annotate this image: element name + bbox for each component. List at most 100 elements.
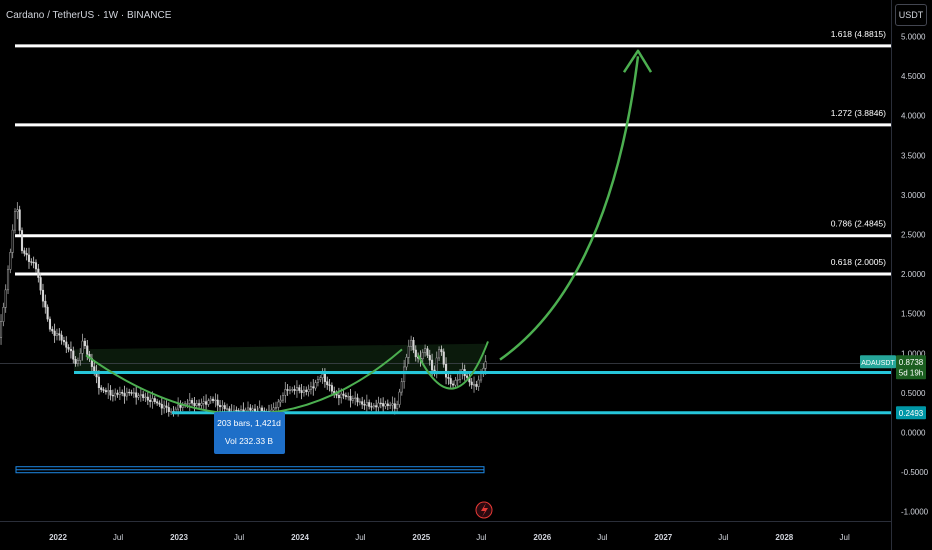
- candle-body: [48, 318, 52, 330]
- candle-body: [424, 348, 427, 353]
- y-tick-label: 4.5000: [901, 72, 926, 81]
- candle-body: [46, 306, 49, 320]
- candle-body: [377, 402, 380, 408]
- candle-body: [104, 390, 107, 393]
- x-tick-label: Jul: [355, 533, 365, 542]
- candle-body: [191, 400, 194, 404]
- candle-body: [209, 398, 212, 401]
- candle-body: [363, 404, 366, 406]
- candle-body: [396, 404, 399, 409]
- candle-body: [132, 392, 135, 394]
- x-tick-label: 2028: [775, 533, 793, 542]
- price-badge: [896, 355, 926, 380]
- candle-body: [475, 384, 478, 387]
- candle-body: [288, 389, 292, 391]
- ticker-badge: [860, 355, 896, 369]
- candle-body: [349, 395, 352, 401]
- candle-body: [144, 396, 147, 399]
- candle-body: [382, 403, 385, 407]
- candle-body: [163, 405, 166, 409]
- candle-body: [286, 389, 289, 391]
- candle-body: [386, 403, 389, 406]
- x-tick-label: Jul: [597, 533, 607, 542]
- candle-body: [323, 373, 326, 382]
- candle-body: [58, 333, 61, 336]
- candle-body: [456, 379, 459, 381]
- y-tick-label: 4.0000: [901, 112, 926, 121]
- y-tick-label: 2.5000: [901, 231, 926, 240]
- candle-body: [321, 373, 324, 378]
- candle-body: [139, 394, 142, 397]
- fib-level-label: 0.618 (2.0005): [831, 257, 886, 267]
- candle-body: [426, 348, 429, 356]
- candle-body: [74, 359, 77, 364]
- candle-body: [72, 350, 75, 360]
- candle-body: [239, 409, 243, 412]
- candle-body: [384, 403, 387, 407]
- candle-body: [284, 389, 287, 396]
- candle-body: [202, 401, 205, 404]
- candle-body: [170, 411, 173, 413]
- candle-body: [60, 334, 63, 341]
- candle-body: [354, 397, 357, 399]
- candle-body: [414, 349, 417, 358]
- candle-body: [149, 399, 152, 402]
- candle-body: [316, 379, 319, 383]
- candle-body: [370, 406, 373, 408]
- candle-body: [305, 389, 308, 392]
- candle-body: [114, 392, 117, 397]
- candle-body: [246, 407, 250, 411]
- projection-arrow[interactable]: [499, 56, 640, 361]
- currency-button[interactable]: USDT: [895, 4, 927, 26]
- candle-body: [107, 390, 110, 393]
- candle-body: [111, 394, 114, 397]
- candle-body: [435, 357, 438, 373]
- candle-body: [225, 408, 229, 410]
- candle-body: [326, 381, 329, 386]
- candle-body: [251, 408, 254, 411]
- candle-body: [219, 405, 222, 408]
- handle-curve[interactable]: [417, 341, 489, 390]
- candle-body: [342, 393, 345, 396]
- candle-body: [340, 393, 343, 399]
- candle-body: [356, 397, 359, 403]
- candle-body: [358, 401, 361, 403]
- arrow-head-icon: [622, 49, 653, 73]
- candle-body: [375, 405, 378, 408]
- candle-body: [13, 211, 17, 231]
- candle-body: [11, 229, 14, 253]
- candle-body: [389, 404, 392, 407]
- candle-body: [300, 390, 303, 393]
- candle-body: [452, 383, 455, 386]
- candle-body: [319, 377, 322, 380]
- candle-body: [0, 321, 3, 338]
- candle-body: [277, 401, 280, 408]
- candle-body: [337, 394, 340, 399]
- candle-body: [151, 398, 154, 402]
- candle-body: [153, 398, 156, 402]
- candle-body: [410, 339, 413, 347]
- candle-body: [9, 252, 12, 270]
- candle-body: [156, 401, 159, 404]
- candle-body: [421, 352, 424, 360]
- candle-body: [312, 386, 315, 389]
- candle-body: [309, 386, 312, 390]
- candle-body: [158, 402, 161, 405]
- candle-body: [195, 403, 198, 406]
- candle-body: [398, 391, 401, 405]
- candle-body: [207, 400, 210, 405]
- candle-body: [368, 402, 371, 407]
- candle-body: [128, 391, 131, 394]
- candle-body: [100, 387, 103, 390]
- y-tick-label: 3.5000: [901, 151, 926, 160]
- candle-body: [328, 384, 331, 386]
- candle-body: [67, 347, 70, 350]
- candle-body: [121, 391, 124, 394]
- candle-body: [214, 399, 217, 402]
- candle-body: [177, 404, 180, 410]
- symbol-title: Cardano / TetherUS · 1W · BINANCE: [6, 10, 172, 21]
- candle-body: [179, 404, 182, 408]
- fib-level-label: 0.786 (2.4845): [831, 219, 886, 229]
- candle-body: [4, 289, 7, 308]
